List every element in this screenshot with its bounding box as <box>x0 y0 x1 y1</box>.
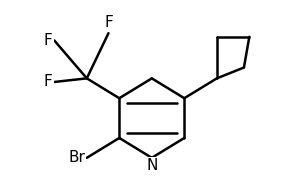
Text: Br: Br <box>68 150 85 165</box>
Text: N: N <box>146 158 158 173</box>
Text: F: F <box>44 33 52 48</box>
Text: F: F <box>44 74 52 90</box>
Text: F: F <box>104 15 113 30</box>
